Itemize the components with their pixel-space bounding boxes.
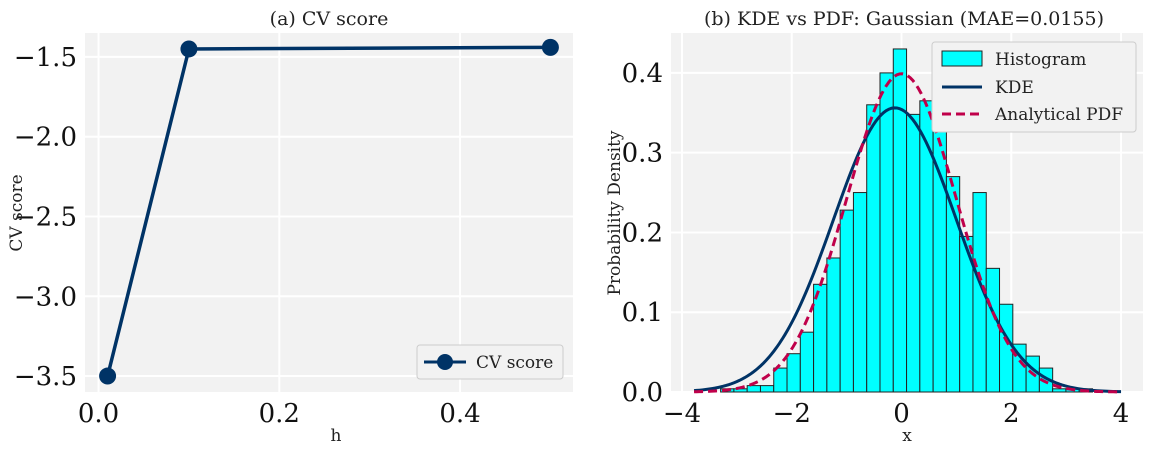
- panel-a-x-label: h: [331, 426, 342, 446]
- histogram-bar: [746, 385, 761, 393]
- panel-a-x-ticks: 0.0 0.2 0.4: [78, 399, 481, 429]
- panel-b-kde-vs-pdf: −4 −2 0 2 4 0.0 0.1 0.2 0.3 0.4 (b) KDE vs PDF: …: [605, 8, 1143, 446]
- y-tick-label: 0.4: [622, 59, 663, 89]
- histogram-bar: [773, 367, 788, 393]
- panel-a-y-ticks: −3.5 −3.0 −2.5 −2.0 −1.5: [14, 43, 77, 392]
- histogram-bar: [826, 257, 841, 393]
- panel-b-x-ticks: −4 −2 0 2 4: [663, 399, 1130, 429]
- panel-a-plot-area: [85, 33, 573, 392]
- panel-a-series: [99, 38, 559, 385]
- panel-b-y-ticks: 0.0 0.1 0.2 0.3 0.4: [622, 59, 663, 408]
- panel-b-legend-box: [931, 41, 1137, 133]
- x-tick-label: 0: [893, 399, 910, 429]
- histogram-bar: [799, 331, 815, 393]
- panel-b-title: (b) KDE vs PDF: Gaussian (MAE=0.0155): [704, 8, 1104, 30]
- panel-b-legend-pdf-label: Analytical PDF: [994, 105, 1123, 125]
- panel-b-legend-kde-label: KDE: [995, 78, 1034, 98]
- y-tick-label: −3.0: [14, 282, 77, 312]
- histogram-bar: [733, 388, 748, 393]
- y-tick-label: 0.3: [622, 139, 663, 169]
- panel-b-legend-histogram-swatch: [941, 50, 983, 67]
- histogram-bar: [866, 104, 881, 393]
- histogram-bar: [892, 48, 908, 393]
- histogram-bar: [839, 209, 854, 393]
- kde-curve: [693, 106, 1122, 394]
- panel-a-legend: CV score: [416, 344, 564, 380]
- x-tick-label: 0.4: [439, 399, 480, 429]
- y-tick-label: −3.5: [14, 362, 77, 392]
- panel-b-y-label: Probability Density: [605, 130, 625, 295]
- panel-b-curves: [693, 72, 1122, 394]
- panel-a-y-label: CV score: [7, 174, 27, 251]
- x-tick-label: 4: [1113, 399, 1130, 429]
- x-tick-label: 2: [1003, 399, 1020, 429]
- histogram-bar: [985, 267, 1001, 393]
- histogram-bar: [786, 353, 801, 393]
- panel-a-cv-score: 0.0 0.2 0.4 −3.5 −3.0 −2.5 −2.0 −1.5 (a) CV sc…: [7, 8, 573, 446]
- panel-b-legend-histogram-label: Histogram: [995, 50, 1086, 70]
- histogram-bar: [999, 303, 1014, 393]
- x-tick-label: 0.0: [78, 399, 119, 429]
- histogram-bar: [813, 283, 828, 393]
- histogram-bar: [906, 113, 921, 393]
- x-tick-label: 0.2: [259, 399, 300, 429]
- panel-a-legend-marker-swatch: [437, 354, 453, 370]
- panel-a-legend-label: CV score: [476, 353, 553, 373]
- y-tick-label: 0.1: [622, 298, 663, 328]
- y-tick-label: −2.5: [14, 202, 77, 232]
- y-tick-label: −2.0: [14, 123, 77, 153]
- y-tick-label: −1.5: [14, 43, 77, 73]
- histogram-bar: [1052, 388, 1067, 393]
- cv-score-point: [180, 40, 198, 58]
- cv-score-point: [99, 367, 117, 385]
- cv-score-point: [541, 38, 559, 56]
- histogram-bar: [879, 72, 894, 393]
- analytical-pdf-curve: [694, 72, 1122, 394]
- x-tick-label: −2: [773, 399, 811, 429]
- x-tick-label: −4: [663, 399, 701, 429]
- panel-a-legend-box: [416, 344, 564, 380]
- y-tick-label: 0.2: [622, 218, 663, 248]
- y-tick-label: 0.0: [622, 378, 663, 408]
- panel-a-title: (a) CV score: [270, 8, 389, 30]
- histogram-bar: [852, 192, 868, 393]
- panel-b-legend: Histogram KDE Analytical PDF: [931, 41, 1137, 133]
- panel-b-x-label: x: [902, 426, 912, 446]
- histogram-bar: [759, 385, 775, 393]
